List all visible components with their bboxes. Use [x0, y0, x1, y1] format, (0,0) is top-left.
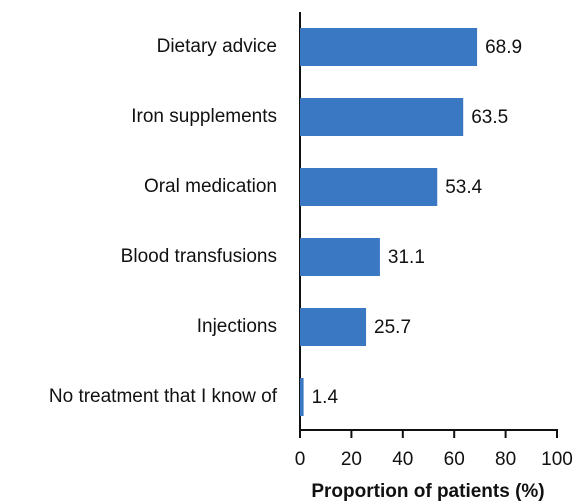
bar [300, 28, 478, 66]
bar [300, 238, 380, 276]
y-tick-label: Blood transfusions [121, 246, 277, 267]
bar [300, 378, 304, 416]
value-label: 53.4 [445, 177, 482, 198]
bar [300, 308, 367, 346]
value-label: 1.4 [312, 387, 339, 408]
y-tick-label: Iron supplements [131, 106, 277, 127]
bar [300, 98, 464, 136]
x-tick-label: 0 [295, 449, 306, 470]
value-label: 63.5 [471, 107, 508, 128]
y-tick-label: Oral medication [144, 176, 277, 197]
x-axis-label: Proportion of patients (%) [311, 481, 544, 502]
x-tick-label: 20 [341, 449, 362, 470]
x-tick-label: 80 [495, 449, 516, 470]
y-tick-label: Dietary advice [157, 36, 277, 57]
x-tick-label: 100 [541, 449, 573, 470]
x-tick-label: 40 [392, 449, 413, 470]
y-tick-label: No treatment that I know of [49, 386, 278, 407]
value-label: 25.7 [374, 317, 411, 338]
bar [300, 168, 438, 206]
value-label: 68.9 [485, 37, 522, 58]
value-label: 31.1 [388, 247, 425, 268]
y-tick-label: Injections [197, 316, 277, 337]
x-tick-label: 60 [444, 449, 465, 470]
